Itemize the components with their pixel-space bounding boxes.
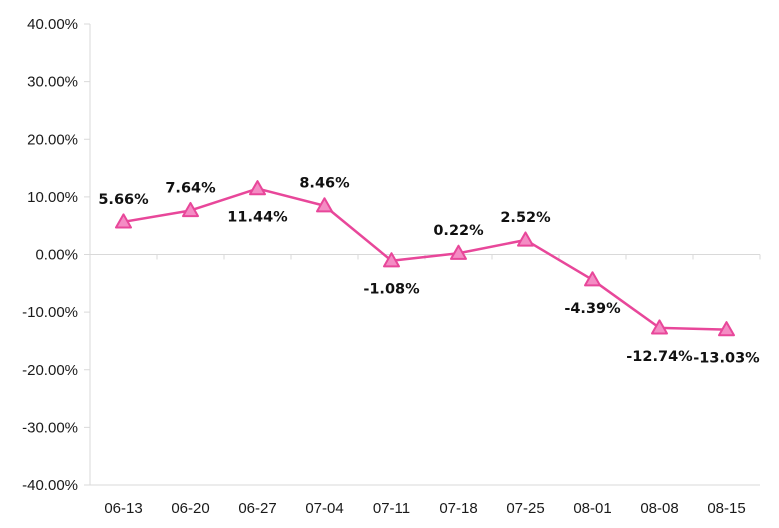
data-point-marker — [182, 201, 199, 218]
data-label: -12.74% — [626, 349, 693, 365]
data-label: 11.44% — [227, 210, 288, 226]
y-tick-label: 10.00% — [27, 189, 78, 206]
data-label: 5.66% — [98, 192, 149, 208]
y-tick-label: 30.00% — [27, 74, 78, 91]
data-label: 0.22% — [433, 223, 484, 239]
x-tick-label: 06-13 — [104, 500, 142, 517]
y-axis-ticks: 40.00% 30.00% 20.00% 10.00% 0.00% -10.00% -20.… — [22, 16, 90, 494]
data-label: 2.52% — [500, 210, 551, 226]
x-tick-label: 07-25 — [506, 500, 544, 517]
x-tick-label: 07-11 — [373, 500, 410, 517]
y-tick-label: -10.00% — [22, 304, 78, 321]
data-label: 8.46% — [299, 176, 350, 192]
data-label: -13.03% — [693, 351, 760, 367]
y-tick-label: 20.00% — [27, 131, 78, 148]
data-point-marker — [115, 213, 132, 229]
x-tick-label: 08-15 — [707, 500, 745, 517]
y-tick-label: -40.00% — [22, 477, 78, 494]
x-axis-ticks: 06-13 06-20 06-27 07-04 07-11 07-18 07-25 08-01… — [89, 254, 761, 517]
data-point-marker — [651, 319, 668, 335]
series-markers — [115, 180, 735, 337]
data-label: 7.64% — [165, 180, 216, 196]
x-tick-label: 07-18 — [439, 500, 477, 517]
data-point-marker — [517, 231, 534, 247]
data-point-marker — [450, 244, 467, 260]
y-tick-label: 40.00% — [27, 16, 78, 33]
data-point-marker — [383, 252, 400, 268]
data-label: -4.39% — [564, 301, 621, 317]
data-label: -1.08% — [363, 282, 420, 298]
x-tick-label: 08-01 — [573, 500, 611, 517]
data-point-marker — [316, 197, 333, 213]
data-labels: 5.66% 7.64% 11.44% 8.46% -1.08% 0.22% 2.52% -4.… — [98, 176, 760, 367]
x-tick-label: 07-04 — [305, 500, 343, 517]
data-point-marker — [249, 180, 266, 196]
series-line — [123, 187, 727, 331]
x-tick-label: 06-20 — [171, 500, 209, 517]
y-tick-label: 0.00% — [35, 247, 78, 264]
x-tick-label: 08-08 — [640, 500, 678, 517]
y-tick-label: -30.00% — [22, 419, 78, 436]
data-point-marker — [718, 321, 735, 337]
data-point-marker — [584, 271, 601, 287]
y-tick-label: -20.00% — [22, 362, 78, 379]
x-tick-label: 06-27 — [238, 500, 276, 517]
series-polyline — [123, 187, 727, 331]
